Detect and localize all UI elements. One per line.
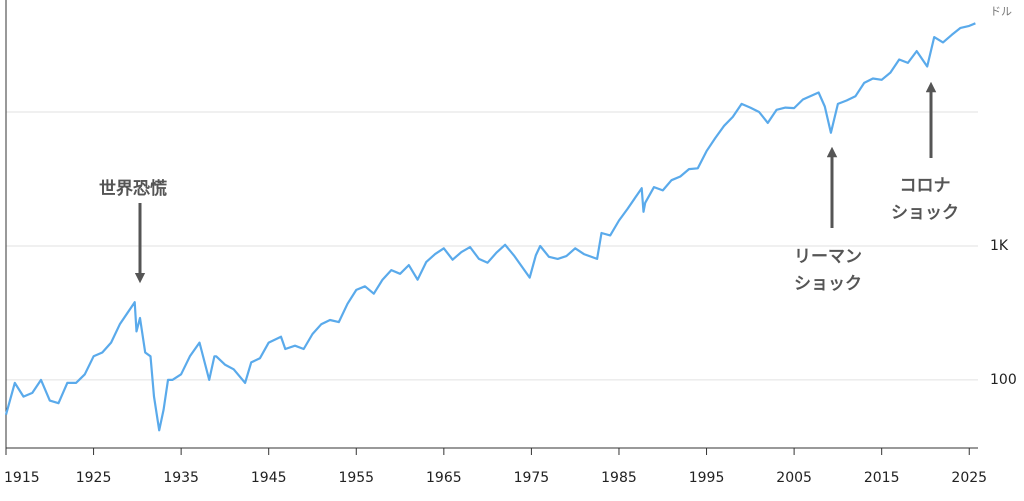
annotation: コロナ — [900, 176, 951, 196]
annotation: ショック — [891, 203, 959, 223]
x-tick-label: 2015 — [864, 470, 900, 486]
x-tick-label: 1985 — [601, 470, 637, 486]
y-tick-label: 100 — [990, 372, 1017, 388]
x-tick-label: 1965 — [426, 470, 462, 486]
x-tick-label: 1915 — [4, 470, 40, 486]
y-tick-label: 1K — [990, 238, 1009, 254]
x-tick-label: 1925 — [76, 470, 112, 486]
x-tick-label: 2005 — [776, 470, 812, 486]
annotation: 世界恐慌 — [99, 178, 167, 199]
x-tick-label: 1975 — [514, 470, 550, 486]
x-tick-label: 1945 — [251, 470, 287, 486]
x-tick-label: 1955 — [338, 470, 374, 486]
x-tick-label: 1935 — [163, 470, 199, 486]
x-tick-label: 1995 — [689, 470, 725, 486]
y-unit: ドル — [990, 5, 1012, 18]
line — [4, 22, 976, 432]
x-tick-label: 2025 — [951, 470, 987, 486]
annotation: ショック — [794, 274, 862, 294]
annotation: リーマン — [794, 247, 862, 267]
